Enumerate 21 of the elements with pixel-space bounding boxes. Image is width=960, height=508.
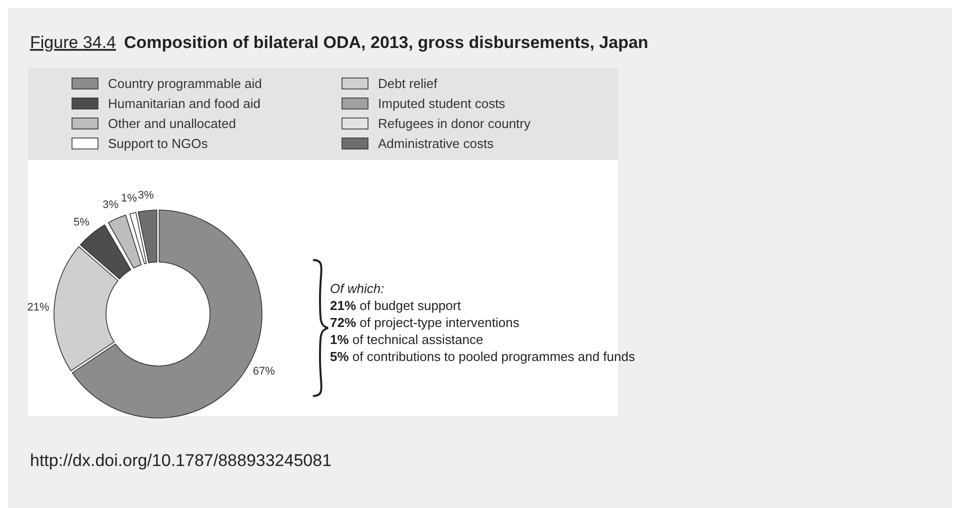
text: 5% of contributions to pooled programmes and funds: [330, 349, 636, 364]
legend-label: Refugees in donor country: [378, 116, 531, 131]
legend-label: Debt relief: [378, 76, 438, 91]
chart-title: Figure 34.4 Composition of bilateral ODA, 2013, gross disbursements, Japan: [30, 33, 648, 52]
legend-label: Country programmable aid: [108, 76, 262, 91]
legend-label: Imputed student costs: [378, 96, 506, 111]
text: 72% of project-type interventions: [330, 315, 520, 330]
text: http://dx.doi.org/10.1787/888933245081: [30, 451, 332, 470]
data-label: 21%: [27, 301, 50, 314]
legend-label: Other and unallocated: [108, 116, 236, 131]
data-label: 1%: [121, 192, 138, 205]
data-label: 3%: [102, 198, 119, 211]
data-label: 3%: [138, 190, 154, 202]
data-label: 67%: [252, 366, 276, 378]
data-label: 5%: [74, 216, 90, 229]
text: 1% of technical assistance: [330, 332, 484, 347]
legend-label: Humanitarian and food aid: [108, 96, 260, 111]
legend-label: Support to NGOs: [108, 136, 208, 151]
text: 21% of budget support: [330, 298, 462, 313]
legend-label: Administrative costs: [378, 136, 494, 151]
text: Of which:: [330, 281, 385, 296]
